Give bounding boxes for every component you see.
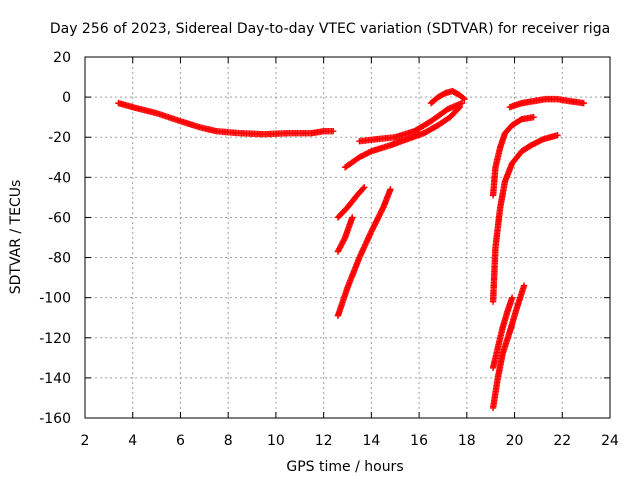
- data-point: [508, 294, 516, 301]
- x-tick-label: 6: [176, 433, 185, 449]
- data-point: [530, 113, 537, 121]
- series-arc-12: [506, 95, 587, 111]
- x-tick-label: 4: [128, 433, 137, 449]
- series-arc-4: [334, 186, 394, 319]
- series-arc-3: [334, 214, 356, 255]
- x-tick-label: 2: [81, 433, 90, 449]
- x-tick-label: 18: [458, 433, 476, 449]
- y-tick-label: 20: [53, 50, 71, 66]
- chart-title: Day 256 of 2023, Sidereal Day-to-day VTE…: [50, 21, 610, 37]
- series-arc-6: [356, 99, 466, 145]
- data-point: [361, 184, 368, 191]
- series-arc-1: [115, 99, 337, 138]
- y-tick-label: -120: [39, 331, 71, 347]
- x-tick-label: 10: [267, 433, 285, 449]
- data-point: [349, 214, 356, 221]
- series-arc-5: [341, 103, 463, 171]
- y-tick-label: -100: [39, 291, 71, 307]
- data-point: [520, 282, 528, 289]
- x-tick-label: 12: [315, 433, 333, 449]
- axis-ticks: 2 4 6 8 10 12 14 16 18 20 22 24200-20-40-60-80-100-…: [39, 50, 619, 449]
- series-arc-10: [489, 282, 528, 412]
- y-tick-label: -60: [48, 210, 71, 226]
- data-point: [554, 132, 561, 139]
- data-points: [115, 87, 587, 412]
- series-arc-11: [489, 294, 516, 372]
- data-point: [458, 99, 466, 107]
- data-point: [329, 128, 337, 135]
- x-axis-label: GPS time / hours: [286, 459, 403, 475]
- y-tick-label: 0: [62, 90, 71, 106]
- x-tick-label: 14: [362, 433, 380, 449]
- x-tick-label: 22: [553, 433, 571, 449]
- data-point: [359, 185, 367, 192]
- x-tick-label: 8: [224, 433, 233, 449]
- x-tick-label: 20: [506, 433, 524, 449]
- y-axis-label: SDTVAR / TECUs: [8, 180, 24, 295]
- y-tick-label: -40: [48, 170, 71, 186]
- series-arc-7: [427, 87, 468, 107]
- y-tick-label: -80: [48, 251, 71, 267]
- x-tick-label: 24: [601, 433, 619, 449]
- data-point: [387, 186, 394, 193]
- plot-frame: [84, 56, 611, 419]
- y-tick-label: -140: [39, 371, 71, 387]
- data-point: [580, 99, 587, 107]
- x-tick-label: 16: [410, 433, 428, 449]
- data-point: [460, 94, 467, 102]
- y-tick-label: -160: [39, 411, 71, 427]
- series-arc-2: [334, 184, 368, 221]
- data-point: [341, 235, 348, 243]
- series-arc-8: [489, 132, 561, 305]
- y-tick-label: -20: [48, 130, 71, 146]
- data-point: [461, 95, 468, 103]
- series-arc-9: [489, 113, 537, 199]
